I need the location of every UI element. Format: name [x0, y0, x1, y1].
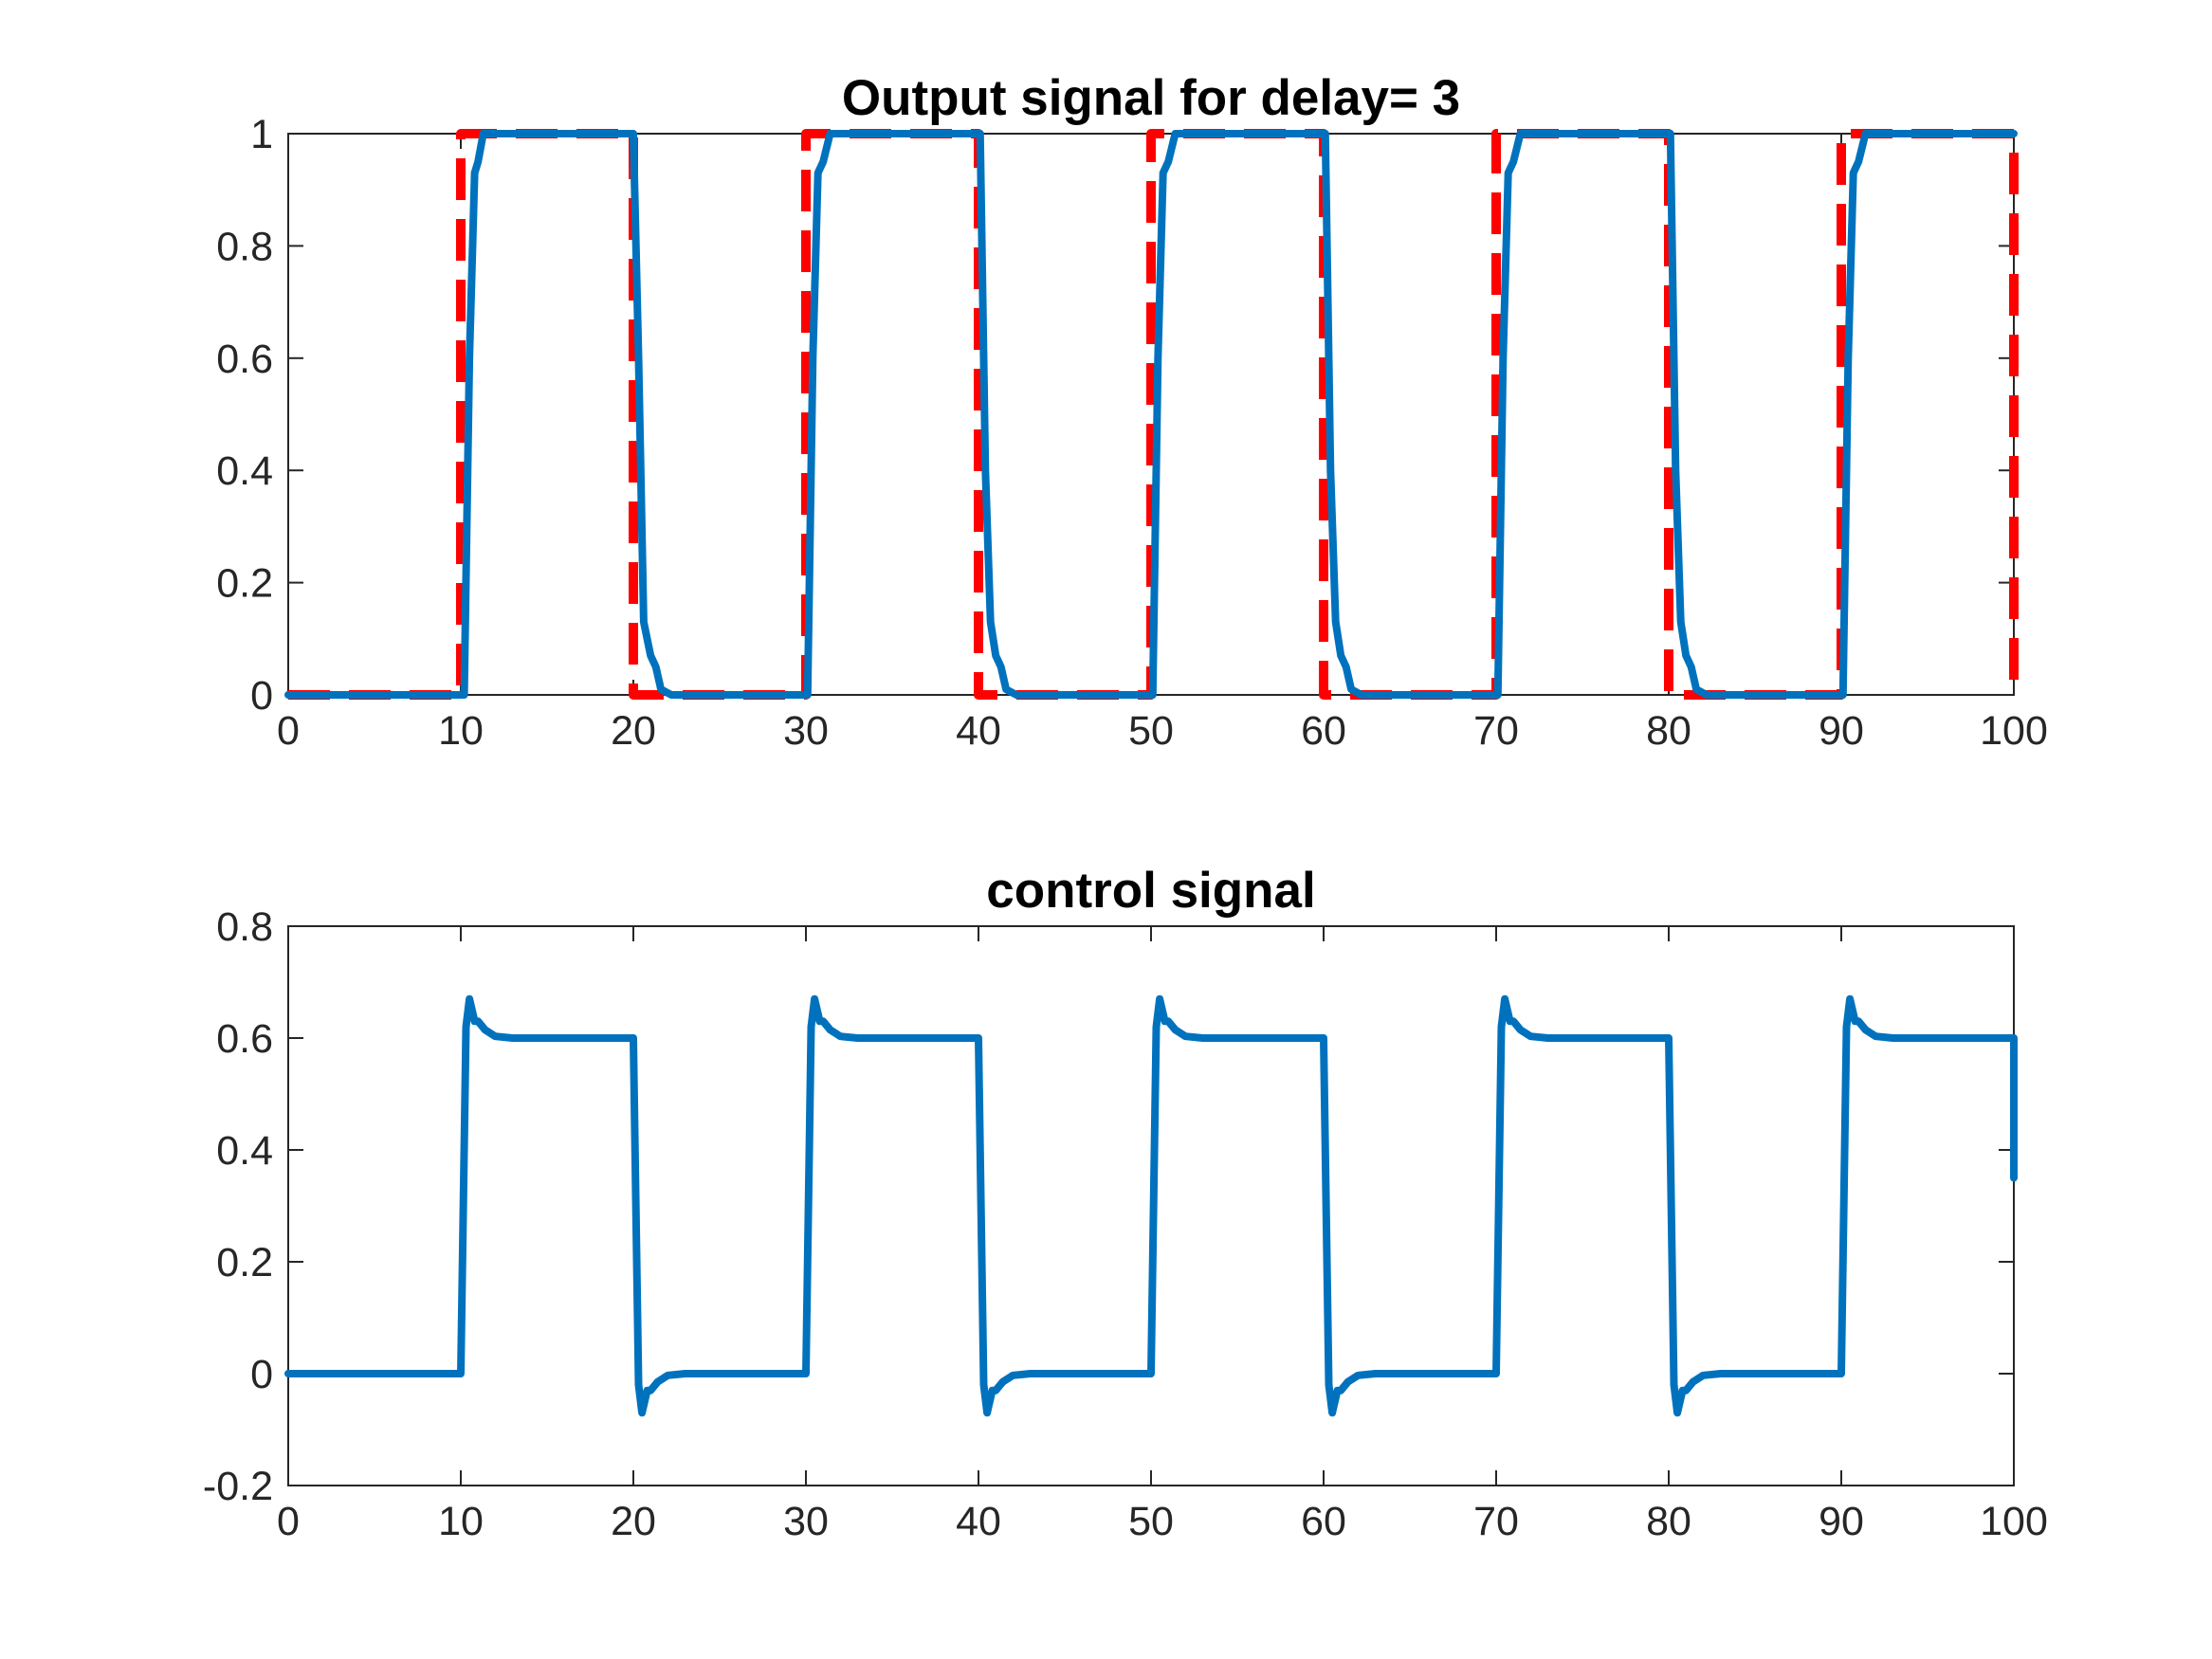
- output-ytick-label: 0.6: [216, 337, 273, 382]
- output-signal-title: Output signal for delay= 3: [842, 70, 1460, 126]
- output-signal-plot: 0 10 20 30 40 50 60 70 80 90 100 0 0.2 0.4 0.6 0.8 1 Out…: [216, 70, 2048, 754]
- control-ytick-label: 0.6: [216, 1016, 273, 1062]
- control-ytick-label: 0.4: [216, 1128, 273, 1174]
- control-ytick-label: -0.2: [203, 1464, 273, 1509]
- control-xtick-label: 20: [611, 1499, 656, 1544]
- control-xtick-label: 100: [1980, 1499, 2048, 1544]
- control-xtick-label: 10: [438, 1499, 484, 1544]
- control-xtick-label: 80: [1646, 1499, 1691, 1544]
- control-xtick-label: 30: [783, 1499, 829, 1544]
- output-xtick-label: 0: [277, 708, 300, 754]
- output-xtick-label: 30: [783, 708, 829, 754]
- output-ytick-label: 0.2: [216, 561, 273, 607]
- output-ytick-label: 0.4: [216, 448, 273, 494]
- output-xtick-label: 10: [438, 708, 484, 754]
- control-xtick-label: 70: [1473, 1499, 1519, 1544]
- output-xtick-label: 90: [1819, 708, 1864, 754]
- output-xtick-label: 80: [1646, 708, 1691, 754]
- control-signal-title: control signal: [986, 863, 1315, 919]
- output-xtick-label: 60: [1301, 708, 1346, 754]
- control-xtick-label: 0: [277, 1499, 300, 1544]
- output-ytick-label: 1: [250, 112, 273, 157]
- output-xtick-label: 70: [1473, 708, 1519, 754]
- output-xtick-label: 20: [611, 708, 656, 754]
- control-ytick-label: 0.8: [216, 904, 273, 950]
- output-xtick-label: 100: [1980, 708, 2048, 754]
- control-xtick-label: 90: [1819, 1499, 1864, 1544]
- control-ytick-label: 0.2: [216, 1240, 273, 1285]
- control-ytick-label: 0: [250, 1352, 273, 1397]
- output-ytick-label: 0: [250, 673, 273, 719]
- control-series-response-line: [284, 994, 2018, 1417]
- control-xtick-label: 40: [956, 1499, 1001, 1544]
- output-xtick-label: 40: [956, 708, 1001, 754]
- control-signal-plot: 0 10 20 30 40 50 60 70 80 90 100-0.200.20.40.60.8 …: [203, 863, 2048, 1544]
- output-xtick-label: 50: [1128, 708, 1174, 754]
- output-series-response-line: [284, 130, 2018, 699]
- control-xtick-label: 50: [1128, 1499, 1174, 1544]
- control-xtick-label: 60: [1301, 1499, 1346, 1544]
- output-ytick-label: 0.8: [216, 224, 273, 269]
